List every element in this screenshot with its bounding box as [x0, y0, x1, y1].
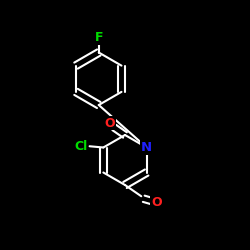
Text: N: N	[141, 141, 152, 154]
Text: Cl: Cl	[74, 140, 88, 153]
Text: O: O	[151, 196, 162, 209]
Text: O: O	[105, 116, 115, 130]
Text: F: F	[94, 31, 103, 44]
